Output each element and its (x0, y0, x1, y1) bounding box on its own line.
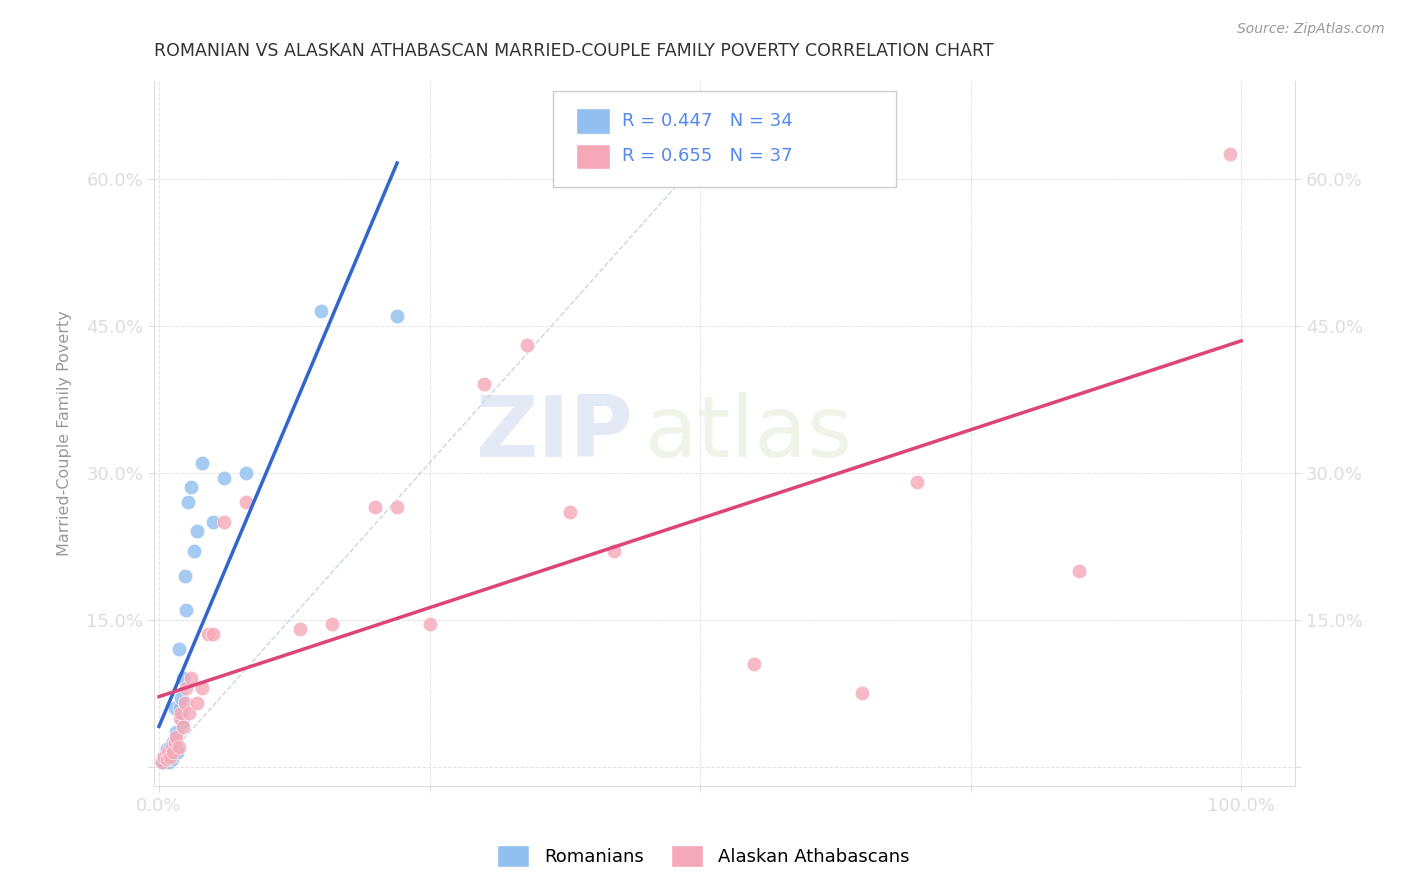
Point (212, 470, 235, 484)
Point (155, 752, 177, 766)
Point (169, 706, 191, 720)
Text: ROMANIAN VS ALASKAN ATHABASCAN MARRIED-COUPLE FAMILY POVERTY CORRELATION CHART: ROMANIAN VS ALASKAN ATHABASCAN MARRIED-C… (153, 42, 993, 60)
Point (165, 700, 187, 714)
Point (235, 466, 257, 480)
Point (905, 475, 928, 490)
Point (311, 304, 333, 318)
Point (180, 672, 202, 686)
Point (159, 749, 181, 764)
Point (1219, 147, 1241, 161)
Point (174, 603, 197, 617)
Point (157, 755, 180, 769)
Point (202, 627, 225, 641)
Point (288, 623, 311, 637)
Point (191, 456, 214, 470)
Point (197, 627, 219, 641)
Y-axis label: Married-Couple Family Poverty: Married-Couple Family Poverty (58, 310, 72, 557)
Point (169, 700, 191, 714)
Point (160, 739, 183, 754)
Point (162, 735, 184, 749)
Point (165, 730, 187, 744)
Point (167, 642, 190, 657)
Point (163, 747, 186, 762)
Point (602, 544, 624, 558)
Point (150, 755, 173, 769)
Point (202, 515, 225, 529)
Point (169, 710, 191, 724)
FancyBboxPatch shape (553, 91, 896, 186)
Point (167, 739, 190, 754)
Text: ZIP: ZIP (475, 392, 633, 475)
Point (170, 715, 193, 730)
Point (186, 524, 208, 539)
Point (155, 742, 177, 756)
Point (159, 739, 181, 754)
Point (385, 309, 408, 323)
Point (172, 672, 194, 686)
Point (166, 745, 188, 759)
Point (516, 338, 538, 352)
Point (174, 568, 197, 582)
Point (180, 480, 202, 494)
Point (179, 706, 201, 720)
Point (155, 752, 177, 766)
Point (560, 505, 582, 519)
Point (1067, 564, 1090, 578)
Point (165, 725, 187, 739)
Point (235, 495, 257, 509)
FancyBboxPatch shape (576, 108, 610, 134)
Point (742, 657, 765, 671)
Point (385, 500, 408, 514)
Point (212, 515, 235, 529)
Point (321, 617, 343, 632)
Point (155, 745, 177, 759)
Point (174, 696, 197, 710)
Point (174, 681, 197, 695)
Point (159, 749, 181, 764)
Text: R = 0.655   N = 37: R = 0.655 N = 37 (621, 147, 793, 165)
Point (177, 495, 200, 509)
Point (165, 735, 187, 749)
Point (150, 755, 173, 769)
Point (153, 755, 176, 769)
Point (472, 377, 495, 392)
Point (160, 745, 183, 759)
Point (160, 752, 183, 766)
Point (186, 696, 208, 710)
Point (156, 747, 179, 762)
Point (162, 745, 184, 759)
Text: R = 0.447   N = 34: R = 0.447 N = 34 (621, 112, 793, 130)
Point (191, 681, 214, 695)
Legend: Romanians, Alaskan Athabascans: Romanians, Alaskan Athabascans (489, 838, 917, 874)
Point (169, 690, 191, 705)
Point (183, 544, 205, 558)
Text: Source: ZipAtlas.com: Source: ZipAtlas.com (1237, 22, 1385, 37)
Point (153, 749, 176, 764)
Point (156, 745, 179, 759)
Point (419, 617, 441, 632)
Point (152, 749, 174, 764)
FancyBboxPatch shape (576, 144, 610, 169)
Point (172, 720, 194, 734)
Text: atlas: atlas (644, 392, 852, 475)
Point (851, 686, 873, 700)
Point (364, 500, 387, 514)
